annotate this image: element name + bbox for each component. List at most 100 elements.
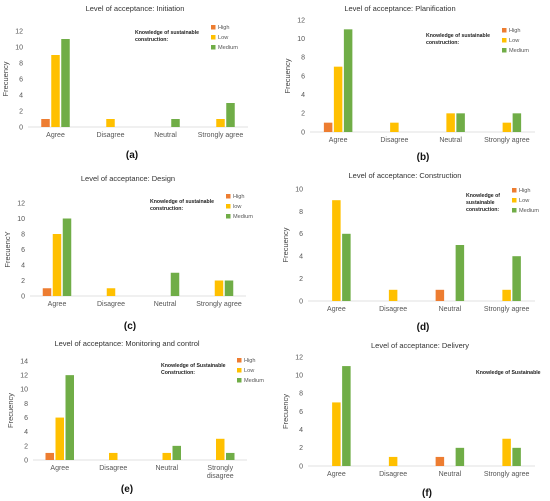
x-tick-label: Neutral — [439, 137, 462, 144]
bar-medium-2 — [455, 245, 465, 301]
legend-label: Medium — [233, 214, 253, 220]
legend-title: Knowledge of sustainable — [150, 199, 214, 205]
bar-low-2 — [446, 113, 455, 132]
x-tick-label: Disagree — [97, 301, 125, 308]
legend-label: Low — [244, 368, 255, 374]
y-tick-label: 6 — [24, 415, 28, 422]
legend-label: Medium — [244, 378, 264, 384]
legend: Knowledge of SustainableHighLowMedium — [476, 370, 541, 376]
legend-title: Construction: — [161, 370, 195, 376]
y-tick-label: 2 — [21, 278, 25, 285]
chart-title: Level of acceptance: Delivery — [371, 341, 469, 350]
legend-title: sustainable — [466, 200, 495, 206]
y-tick-label: 10 — [295, 373, 303, 380]
panel-caption: (c) — [124, 321, 136, 332]
bar-high-0 — [45, 452, 54, 460]
panel-caption: (d) — [417, 322, 430, 333]
legend-title: Knowledge of sustainable — [135, 30, 199, 36]
bar-low-1 — [109, 452, 118, 460]
x-tick-label: Agree — [327, 471, 346, 478]
y-tick-label: 10 — [17, 216, 25, 223]
bar-low-2 — [162, 452, 171, 460]
bar-low-1 — [106, 119, 115, 127]
bar-low-0 — [55, 417, 64, 460]
legend-title: Knowledge of Sustainable — [476, 370, 541, 376]
legend-swatch-1 — [502, 38, 507, 43]
x-tick-label: disagree — [207, 473, 234, 480]
x-tick-label: Agree — [46, 132, 65, 139]
y-tick-label: 0 — [24, 457, 28, 464]
y-axis-label: Frecuency — [283, 58, 292, 93]
y-tick-label: 4 — [21, 262, 25, 269]
y-axis-label: Frecuency — [281, 227, 290, 262]
bar-high-2 — [435, 456, 445, 466]
y-tick-label: 0 — [299, 298, 303, 305]
bar-low-3 — [502, 438, 511, 466]
bar-medium-2 — [455, 447, 465, 466]
y-axis-label: Frecuency — [281, 394, 290, 429]
chart-title: Level of acceptance: Design — [81, 174, 175, 183]
y-tick-label: 10 — [15, 44, 23, 51]
y-tick-label: 4 — [299, 254, 303, 261]
bar-low-1 — [390, 122, 399, 132]
y-tick-label: 6 — [19, 76, 23, 83]
y-tick-label: 14 — [20, 358, 28, 365]
y-tick-label: 10 — [20, 387, 28, 394]
y-tick-label: 12 — [15, 28, 23, 35]
legend-swatch-2 — [226, 214, 231, 219]
panel-caption: (f) — [422, 488, 432, 499]
legend-swatch-2 — [512, 208, 517, 213]
y-tick-label: 0 — [21, 293, 25, 300]
legend-title: Knowledge of sustainable — [426, 33, 490, 39]
bar-medium-0 — [62, 218, 72, 296]
legend-swatch-1 — [512, 198, 517, 203]
y-tick-label: 12 — [20, 373, 28, 380]
y-tick-label: 10 — [297, 36, 305, 43]
bar-low-3 — [216, 438, 225, 460]
y-tick-label: 8 — [299, 391, 303, 398]
chart-panel-c: Level of acceptance: Design FrecuencY 0 2 4 6… — [3, 174, 253, 332]
x-tick-label: Disagree — [99, 465, 127, 472]
bar-low-0 — [332, 200, 341, 301]
legend-swatch-1 — [237, 368, 242, 373]
x-tick-label: Agree — [48, 301, 67, 308]
y-tick-label: 12 — [295, 354, 303, 361]
y-tick-label: 12 — [17, 200, 25, 207]
y-axis-label: Frecuency — [6, 393, 15, 428]
chart-panel-a: Level of acceptance: Initiation Frecuency… — [1, 4, 248, 161]
legend-swatch-1 — [226, 204, 231, 209]
legend-label: low — [233, 204, 242, 210]
y-tick-label: 0 — [301, 129, 305, 136]
bar-low-1 — [388, 289, 398, 301]
panel-caption: (e) — [121, 484, 133, 495]
y-tick-label: 2 — [299, 276, 303, 283]
bar-low-3 — [216, 119, 225, 127]
bar-medium-0 — [342, 233, 351, 301]
legend-label: Medium — [509, 48, 529, 54]
y-tick-label: 6 — [299, 409, 303, 416]
y-tick-label: 6 — [301, 73, 305, 80]
chart-title: Level of acceptance: Planification — [344, 4, 455, 13]
panel-caption: (a) — [126, 150, 138, 161]
bar-medium-3 — [224, 280, 234, 296]
legend-swatch-0 — [502, 28, 507, 33]
x-tick-label: Strongly agree — [484, 306, 530, 313]
legend-swatch-0 — [512, 188, 517, 193]
x-tick-label: Disagree — [379, 306, 407, 313]
y-tick-label: 10 — [295, 186, 303, 193]
legend-label: High — [244, 358, 256, 364]
legend-title: construction: — [426, 40, 459, 46]
legend-swatch-2 — [211, 45, 216, 50]
x-tick-label: Neutral — [439, 306, 462, 313]
chart-panel-f: Level of acceptance: Delivery Frecuency 0 2… — [281, 341, 541, 499]
x-tick-label: Strongly — [207, 465, 233, 472]
legend-label: High — [509, 28, 521, 34]
y-tick-label: 0 — [19, 124, 23, 131]
y-tick-label: 2 — [19, 108, 23, 115]
legend-title: construction: — [466, 207, 499, 213]
x-tick-label: Disagree — [96, 132, 124, 139]
